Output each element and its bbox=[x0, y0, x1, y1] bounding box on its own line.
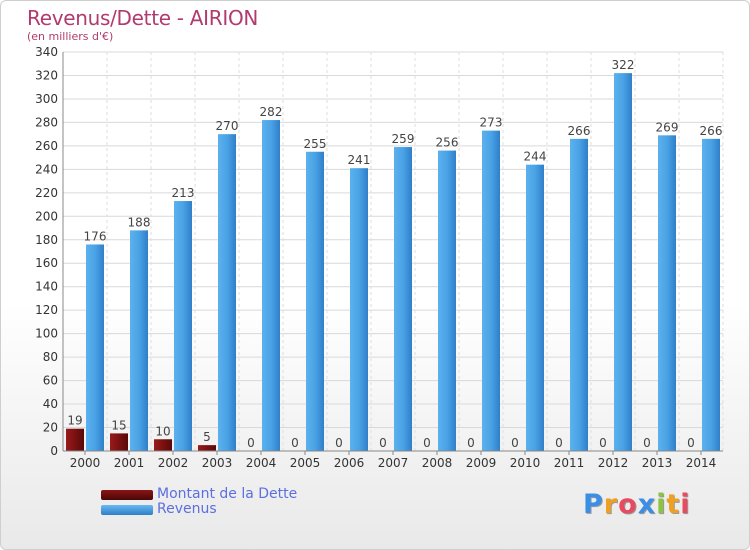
y-tick-label: 0 bbox=[50, 444, 58, 458]
y-tick-label: 80 bbox=[43, 350, 58, 364]
data-label-dette: 0 bbox=[643, 436, 651, 450]
legend-swatch-revenus bbox=[101, 505, 153, 515]
data-label-dette: 0 bbox=[599, 436, 607, 450]
data-label-dette: 0 bbox=[379, 436, 387, 450]
logo-letter: P bbox=[583, 489, 604, 520]
x-tick-label: 2001 bbox=[114, 456, 145, 470]
legend-label-dette: Montant de la Dette bbox=[157, 486, 298, 502]
bar-revenus-2007 bbox=[394, 147, 412, 451]
x-tick-label: 2002 bbox=[158, 456, 189, 470]
x-tick-label: 2007 bbox=[378, 456, 409, 470]
data-label-revenus: 244 bbox=[524, 150, 547, 164]
y-tick-label: 240 bbox=[35, 162, 58, 176]
data-label-revenus: 266 bbox=[568, 124, 591, 138]
x-tick-label: 2009 bbox=[466, 456, 497, 470]
bar-dette-2000 bbox=[66, 428, 84, 451]
bar-revenus-2001 bbox=[130, 230, 148, 451]
x-tick-label: 2011 bbox=[554, 456, 585, 470]
data-label-revenus: 322 bbox=[612, 58, 635, 72]
x-tick-label: 2010 bbox=[510, 456, 541, 470]
y-tick-label: 200 bbox=[35, 209, 58, 223]
y-tick-label: 60 bbox=[43, 374, 58, 388]
legend-label-revenus: Revenus bbox=[157, 501, 217, 517]
legend-swatch-dette bbox=[101, 490, 153, 500]
bar-dette-2003 bbox=[198, 445, 216, 451]
bar-revenus-2008 bbox=[438, 150, 456, 451]
bar-chart: 19 176 15 188 10 213 5 270 0 282 0 255 0 241 0 259 0 256 0… bbox=[35, 45, 724, 470]
data-label-dette: 0 bbox=[687, 436, 695, 450]
y-tick-label: 100 bbox=[35, 327, 58, 341]
data-label-dette: 0 bbox=[247, 436, 255, 450]
y-tick-label: 160 bbox=[35, 256, 58, 270]
data-label-dette: 5 bbox=[203, 430, 211, 444]
chart-title: Revenus/Dette - AIRION bbox=[27, 6, 259, 30]
bar-dette-2001 bbox=[110, 433, 128, 451]
y-tick-label: 140 bbox=[35, 280, 58, 294]
x-tick-label: 2014 bbox=[686, 456, 717, 470]
data-label-revenus: 259 bbox=[392, 132, 415, 146]
bar-revenus-2012 bbox=[614, 73, 632, 451]
y-tick-label: 320 bbox=[35, 68, 58, 82]
y-tick-label: 20 bbox=[43, 421, 58, 435]
x-tick-label: 2006 bbox=[334, 456, 365, 470]
y-tick-label: 280 bbox=[35, 115, 58, 129]
logo-letter: r bbox=[603, 489, 619, 520]
data-label-dette: 0 bbox=[511, 436, 519, 450]
logo-letter: t bbox=[666, 489, 681, 520]
logo-letter: x bbox=[637, 489, 657, 520]
bar-revenus-2005 bbox=[306, 151, 324, 451]
y-tick-label: 220 bbox=[35, 186, 58, 200]
x-tick-label: 2012 bbox=[598, 456, 629, 470]
logo-letter: o bbox=[618, 489, 638, 520]
y-tick-label: 260 bbox=[35, 139, 58, 153]
y-tick-label: 300 bbox=[35, 92, 58, 106]
data-label-revenus: 269 bbox=[656, 120, 679, 134]
bar-revenus-2003 bbox=[218, 134, 236, 451]
bar-revenus-2000 bbox=[86, 244, 104, 451]
data-label-dette: 19 bbox=[67, 414, 82, 428]
bar-dette-2002 bbox=[154, 439, 172, 451]
x-tick-label: 2005 bbox=[290, 456, 321, 470]
x-tick-label: 2004 bbox=[246, 456, 277, 470]
data-label-revenus: 241 bbox=[348, 153, 371, 167]
data-label-dette: 0 bbox=[423, 436, 431, 450]
x-tick-label: 2008 bbox=[422, 456, 453, 470]
data-label-dette: 15 bbox=[111, 418, 126, 432]
data-label-revenus: 188 bbox=[128, 215, 151, 229]
data-label-dette: 0 bbox=[291, 436, 299, 450]
logo-letter: i bbox=[680, 489, 691, 520]
logo-letter: i bbox=[656, 489, 667, 520]
y-tick-label: 120 bbox=[35, 303, 58, 317]
bar-revenus-2002 bbox=[174, 201, 192, 451]
proxiti-logo: Proxiti bbox=[583, 489, 691, 520]
chart-subtitle: (en milliers d'€) bbox=[27, 30, 114, 43]
data-label-revenus: 176 bbox=[84, 229, 107, 243]
data-label-revenus: 256 bbox=[436, 136, 459, 150]
x-tick-label: 2003 bbox=[202, 456, 233, 470]
data-label-revenus: 213 bbox=[172, 186, 195, 200]
x-tick-label: 2013 bbox=[642, 456, 673, 470]
bar-revenus-2010 bbox=[526, 164, 544, 452]
y-tick-label: 340 bbox=[35, 45, 58, 59]
y-tick-label: 40 bbox=[43, 397, 58, 411]
data-label-revenus: 273 bbox=[480, 116, 503, 130]
bar-revenus-2004 bbox=[262, 120, 280, 452]
y-tick-label: 180 bbox=[35, 233, 58, 247]
data-label-revenus: 255 bbox=[304, 137, 327, 151]
data-label-dette: 0 bbox=[335, 436, 343, 450]
bar-revenus-2013 bbox=[658, 135, 676, 451]
data-label-dette: 0 bbox=[467, 436, 475, 450]
bar-revenus-2014 bbox=[702, 138, 720, 451]
data-label-revenus: 282 bbox=[260, 105, 283, 119]
bar-revenus-2006 bbox=[350, 168, 368, 451]
data-label-revenus: 266 bbox=[700, 124, 723, 138]
bar-revenus-2011 bbox=[570, 138, 588, 451]
data-label-revenus: 270 bbox=[216, 119, 239, 133]
x-tick-label: 2000 bbox=[70, 456, 101, 470]
bar-revenus-2009 bbox=[482, 130, 500, 451]
data-label-dette: 0 bbox=[555, 436, 563, 450]
data-label-dette: 10 bbox=[155, 424, 170, 438]
